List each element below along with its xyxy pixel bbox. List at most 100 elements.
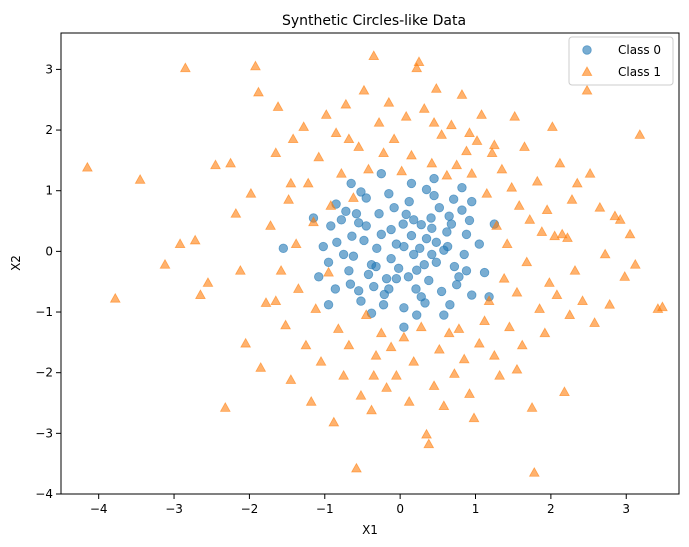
data-point-class1-13 bbox=[234, 264, 246, 275]
data-point-class1-157 bbox=[464, 127, 475, 137]
y-tick-label: −1 bbox=[35, 305, 53, 319]
data-point-class1-88 bbox=[451, 159, 463, 170]
data-point-class0-11 bbox=[386, 224, 396, 235]
data-point-class1-114 bbox=[516, 339, 528, 350]
data-point-class1-129 bbox=[554, 157, 566, 168]
data-point-class0-88 bbox=[427, 249, 437, 260]
data-point-class1-41 bbox=[328, 416, 340, 427]
data-point-class1-154 bbox=[285, 177, 297, 188]
data-point-class1-147 bbox=[624, 228, 636, 239]
data-point-class1-112 bbox=[511, 286, 523, 297]
data-point-class1-156 bbox=[270, 295, 282, 306]
data-point-class0-27 bbox=[356, 296, 366, 306]
data-point-class0-40 bbox=[424, 275, 434, 286]
data-point-class0-59 bbox=[386, 253, 396, 264]
data-point-class1-105 bbox=[494, 369, 506, 380]
data-point-class0-61 bbox=[318, 241, 328, 252]
data-point-class1-68 bbox=[400, 110, 412, 121]
data-point-class1-12 bbox=[230, 207, 242, 218]
data-point-class0-76 bbox=[348, 251, 359, 261]
data-point-class0-78 bbox=[384, 284, 394, 294]
data-point-class0-58 bbox=[427, 223, 437, 234]
data-point-class0-15 bbox=[464, 215, 475, 226]
data-point-class0-56 bbox=[403, 272, 414, 282]
data-point-class1-124 bbox=[541, 204, 553, 215]
data-point-class0-2 bbox=[426, 213, 436, 223]
y-axis: −4 −3 −2 −1 0 1 2 3 bbox=[35, 62, 61, 501]
data-point-class1-99 bbox=[479, 315, 490, 326]
data-point-class1-16 bbox=[250, 60, 261, 71]
data-point-class1-110 bbox=[506, 181, 518, 192]
data-point-class1-42 bbox=[330, 127, 342, 137]
data-point-class0-26 bbox=[459, 249, 469, 260]
data-point-class0-62 bbox=[421, 184, 432, 195]
data-point-class1-1 bbox=[109, 292, 121, 303]
data-point-class1-39 bbox=[323, 266, 334, 277]
y-tick-label: 2 bbox=[45, 123, 53, 137]
data-point-class1-106 bbox=[496, 163, 508, 174]
data-point-class1-84 bbox=[441, 169, 453, 180]
legend-label-1: Class 1 bbox=[618, 65, 661, 79]
data-point-class1-159 bbox=[488, 139, 500, 150]
data-point-class0-18 bbox=[323, 257, 334, 267]
data-point-class1-9 bbox=[210, 159, 221, 170]
data-point-class0-32 bbox=[467, 290, 477, 300]
y-tick-label: −4 bbox=[35, 487, 53, 501]
data-point-class1-51 bbox=[355, 389, 367, 400]
data-point-class1-145 bbox=[614, 214, 626, 224]
legend: Class 0 Class 1 bbox=[568, 36, 674, 86]
data-point-class1-138 bbox=[581, 84, 593, 95]
data-point-class1-151 bbox=[656, 301, 668, 312]
data-point-class1-140 bbox=[589, 317, 601, 327]
data-point-class0-38 bbox=[363, 269, 374, 280]
data-point-class0-17 bbox=[399, 303, 409, 313]
data-point-class0-9 bbox=[332, 237, 342, 247]
y-tick-label: 0 bbox=[45, 244, 53, 258]
data-point-class1-133 bbox=[564, 309, 576, 319]
data-point-class1-64 bbox=[388, 133, 400, 144]
data-point-class1-86 bbox=[445, 119, 457, 130]
data-point-class1-10 bbox=[219, 402, 231, 412]
data-point-class1-104 bbox=[491, 220, 503, 230]
x-tick-label: −4 bbox=[90, 502, 108, 516]
data-point-class1-46 bbox=[340, 98, 352, 109]
legend-marker-0 bbox=[582, 45, 592, 55]
data-point-class1-70 bbox=[406, 149, 417, 160]
data-point-class1-15 bbox=[245, 187, 257, 198]
data-point-class1-92 bbox=[461, 145, 472, 156]
data-point-class0-63 bbox=[412, 310, 422, 320]
data-point-class0-45 bbox=[351, 209, 362, 219]
data-point-class1-116 bbox=[521, 256, 533, 267]
data-point-class1-24 bbox=[280, 319, 292, 330]
data-point-class0-87 bbox=[353, 286, 364, 296]
data-point-class1-102 bbox=[486, 147, 498, 158]
data-point-class0-53 bbox=[359, 235, 369, 246]
data-point-class1-158 bbox=[368, 369, 380, 380]
data-point-class1-40 bbox=[325, 200, 337, 210]
data-point-class1-38 bbox=[320, 109, 332, 119]
data-point-class1-71 bbox=[408, 355, 420, 366]
data-point-class1-121 bbox=[534, 303, 546, 313]
data-point-class0-29 bbox=[393, 263, 404, 274]
plot-frame bbox=[60, 32, 680, 495]
data-point-class0-25 bbox=[381, 273, 392, 284]
data-point-class0-84 bbox=[446, 219, 457, 229]
data-point-class1-96 bbox=[471, 135, 483, 145]
data-point-class1-94 bbox=[466, 167, 478, 178]
data-point-class0-65 bbox=[451, 280, 462, 290]
data-point-class1-81 bbox=[433, 343, 445, 354]
data-point-class0-73 bbox=[444, 211, 454, 221]
data-point-class0-51 bbox=[389, 202, 399, 213]
data-point-class0-22 bbox=[431, 257, 442, 267]
data-point-class1-63 bbox=[385, 341, 397, 352]
data-point-class1-43 bbox=[332, 323, 344, 333]
chart-title: Synthetic Circles-like Data bbox=[282, 13, 466, 29]
data-point-class1-135 bbox=[569, 264, 581, 275]
data-point-class0-52 bbox=[415, 243, 425, 254]
data-point-class0-95 bbox=[457, 182, 467, 193]
data-point-class1-31 bbox=[300, 339, 312, 350]
data-point-class1-18 bbox=[255, 362, 267, 372]
data-point-class1-75 bbox=[418, 103, 430, 113]
data-point-class0-60 bbox=[474, 239, 484, 249]
